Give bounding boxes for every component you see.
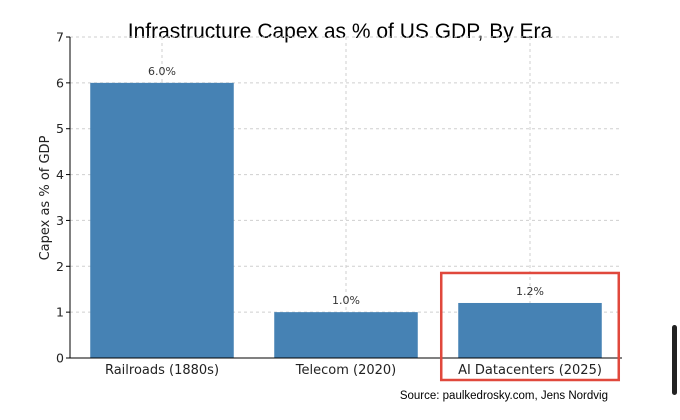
y-tick-label: 3: [56, 213, 64, 228]
y-tick-label: 1: [56, 305, 64, 320]
y-axis-label: Capex as % of GDP: [38, 135, 53, 260]
source-note: Source: paulkedrosky.com, Jens Nordvig: [400, 390, 608, 402]
data-label: 1.0%: [332, 294, 360, 307]
x-tick-labels: Railroads (1880s) Telecom (2020) AI Datace…: [105, 363, 602, 378]
bars: [90, 82, 602, 358]
y-tick-label: 2: [56, 259, 64, 274]
bar: [90, 82, 234, 358]
highlight-box: [439, 271, 621, 382]
data-label: 6.0%: [148, 65, 176, 78]
y-tick-labels: 0 1 2 3 4 5 6 7: [56, 30, 64, 366]
y-tick-label: 7: [56, 30, 64, 45]
y-tick-label: 5: [56, 121, 64, 136]
x-tick-label: Telecom (2020): [295, 363, 396, 378]
bar: [274, 312, 418, 358]
y-tick-label: 6: [56, 75, 64, 90]
data-label: 1.2%: [516, 285, 544, 298]
y-tick-label: 0: [56, 351, 64, 366]
y-tick-label: 4: [56, 167, 64, 182]
data-labels: 6.0% 1.0% 1.2%: [148, 65, 544, 307]
x-tick-label: Railroads (1880s): [105, 363, 219, 378]
bar: [458, 302, 602, 358]
x-tick-label: AI Datacenters (2025): [458, 363, 602, 378]
chart-title: Infrastructure Capex as % of US GDP, By …: [128, 20, 553, 43]
scrollbar[interactable]: [672, 325, 677, 395]
axes: [66, 36, 622, 359]
